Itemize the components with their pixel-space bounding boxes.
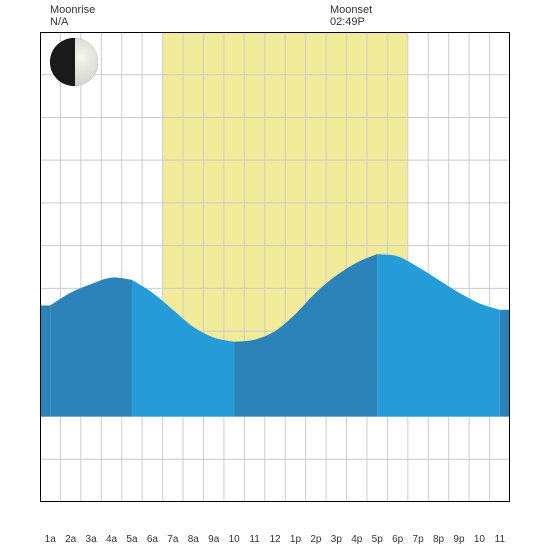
tide-chart: 1a2a3a4a5a6a7a8a9a1011121p2p3p4p5p6p7p8p… bbox=[40, 32, 535, 527]
x-tick-label: 9p bbox=[449, 534, 469, 545]
x-tick-label: 8a bbox=[183, 534, 203, 545]
chart-svg bbox=[40, 32, 510, 502]
x-tick-label: 5a bbox=[122, 534, 142, 545]
x-tick-label: 2p bbox=[306, 534, 326, 545]
x-tick-label: 10 bbox=[469, 534, 489, 545]
x-tick-label: 3a bbox=[81, 534, 101, 545]
x-tick-label: 5p bbox=[367, 534, 387, 545]
x-tick-label: 12 bbox=[265, 534, 285, 545]
x-tick-label: 4p bbox=[347, 534, 367, 545]
moonrise-value: N/A bbox=[50, 16, 330, 28]
x-tick-label: 7a bbox=[163, 534, 183, 545]
x-tick-label: 7p bbox=[408, 534, 428, 545]
x-tick-label: 1p bbox=[285, 534, 305, 545]
x-tick-label: 6a bbox=[142, 534, 162, 545]
x-tick-label: 6p bbox=[387, 534, 407, 545]
x-axis-labels: 1a2a3a4a5a6a7a8a9a1011121p2p3p4p5p6p7p8p… bbox=[40, 534, 510, 545]
x-tick-label: 1a bbox=[40, 534, 60, 545]
x-tick-label: 11 bbox=[490, 534, 510, 545]
header: Moonrise N/A Moonset 02:49P bbox=[0, 0, 550, 32]
x-tick-label: 9a bbox=[204, 534, 224, 545]
moonrise-label: Moonrise bbox=[50, 4, 330, 16]
x-tick-label: 3p bbox=[326, 534, 346, 545]
moonset-value: 02:49P bbox=[330, 16, 372, 28]
x-tick-label: 2a bbox=[60, 534, 80, 545]
x-tick-label: 11 bbox=[244, 534, 264, 545]
x-tick-label: 8p bbox=[428, 534, 448, 545]
x-tick-label: 10 bbox=[224, 534, 244, 545]
moonset-label: Moonset bbox=[330, 4, 372, 16]
moon-phase-icon bbox=[50, 38, 98, 86]
x-tick-label: 4a bbox=[101, 534, 121, 545]
